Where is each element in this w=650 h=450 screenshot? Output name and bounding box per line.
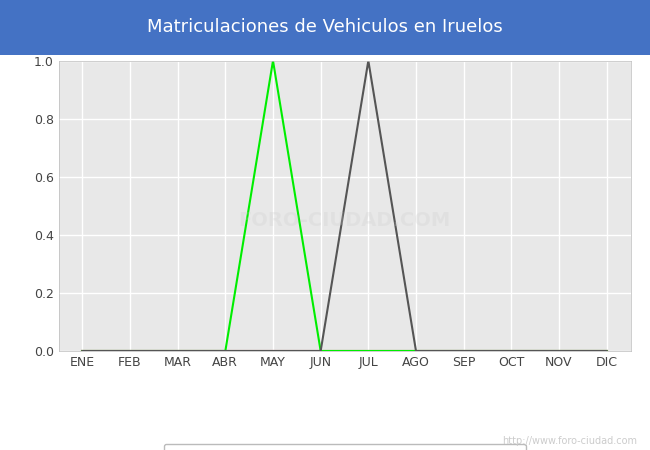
Text: http://www.foro-ciudad.com: http://www.foro-ciudad.com: [502, 436, 637, 446]
Legend: 2024, 2023, 2022, 2021, 2020: 2024, 2023, 2022, 2021, 2020: [164, 444, 525, 450]
Text: Matriculaciones de Vehiculos en Iruelos: Matriculaciones de Vehiculos en Iruelos: [147, 18, 503, 36]
Text: FORO-CIUDAD.COM: FORO-CIUDAD.COM: [239, 211, 450, 230]
